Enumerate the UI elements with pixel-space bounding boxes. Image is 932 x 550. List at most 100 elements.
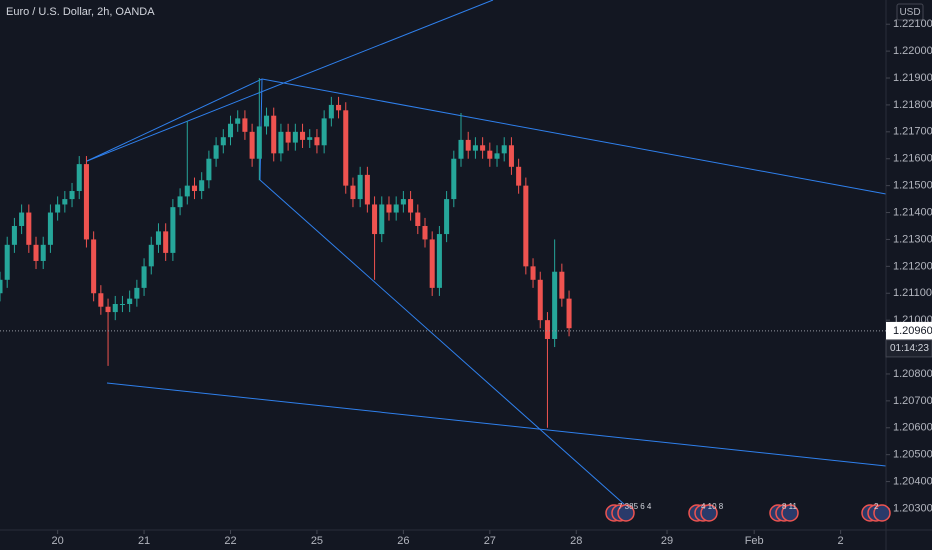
trend-line [259,179,626,506]
candle-body [155,231,161,245]
x-tick-label: 29 [661,535,673,547]
last-price-box [886,321,932,340]
y-tick-label: 1.21200 [893,260,932,272]
candle-body [465,139,471,151]
currency-box [896,3,924,21]
candle-body [436,234,442,288]
y-tick-label: 1.21700 [893,126,932,138]
candle-body [530,266,536,280]
candle-body [191,185,198,192]
currency: USD [899,7,920,18]
x-tick-label: 25 [311,535,323,547]
candle-body [184,185,190,197]
y-tick-label: 1.20800 [893,368,932,380]
trend-line [106,382,887,467]
trend-line [86,0,494,162]
event-icon [617,504,635,522]
candle-body [213,145,219,159]
y-tick-label: 1.21300 [893,233,932,245]
candle-body [249,131,255,159]
drawings [86,0,887,506]
y-tick-label: 1.21100 [893,287,932,299]
x-tick-label: 22 [224,535,236,547]
candle-body [62,199,68,205]
candle-body [458,139,464,159]
candle-body [386,204,392,213]
event-label: 4 10 8 [701,502,724,511]
y-tick-label: 1.21900 [893,72,932,84]
candle-body [537,279,543,321]
candle-body [480,145,486,151]
candle-body [134,287,140,299]
candle-body [314,137,320,146]
candle-body [494,153,500,159]
candle-body [83,164,89,240]
candle-body [552,271,558,339]
candle-body [177,196,183,208]
candle-body [11,225,17,245]
event-label: 2 [874,502,879,511]
candle-body [429,239,435,288]
candle-body [69,191,75,200]
candle-body [379,204,385,235]
candle-body [422,225,428,240]
candle-body [199,180,205,192]
candle-body [472,145,478,151]
candle-body [559,271,565,299]
candle-body [0,279,3,294]
candle-body [336,104,342,111]
y-tick-label: 1.21800 [893,99,932,111]
candle-body [364,174,370,205]
candle-body [400,199,406,205]
candle-body [300,131,306,140]
x-tick-label: 27 [484,535,496,547]
x-tick-label: 20 [52,535,64,547]
candle-body [105,306,111,313]
y-tick-label: 1.21400 [893,206,932,218]
candle-body [206,158,212,181]
candle-body [33,244,39,261]
candle-body [292,131,298,143]
x-tick-label: 28 [570,535,582,547]
candle-body [328,104,334,119]
candle-body [501,145,507,154]
candle-body [372,204,378,235]
candle-body [4,244,10,280]
candle-body [148,244,154,267]
candle-body [235,118,241,124]
candle-body [76,164,82,192]
x-tick-label: 26 [397,535,409,547]
candle-body [220,137,226,146]
candle-body [26,212,32,245]
event-icon [873,504,891,522]
candle-body [357,174,363,200]
candle-body [566,298,572,329]
candle-body [47,212,53,245]
candle-body [263,115,270,127]
x-tick-label: Feb [745,535,764,547]
candle-body [127,298,133,305]
candle-body [98,293,104,307]
candle-body [242,118,248,132]
event-label: 8 11 [782,502,798,511]
candle-body [523,185,529,267]
candle-body [415,212,421,226]
candle-body [451,158,457,200]
candle-body [91,239,97,294]
candle-body [285,131,291,143]
candle-body [55,204,61,213]
candle-body [516,166,522,186]
candle-body [112,304,118,313]
candle-body [256,126,262,159]
candle-body [307,137,313,140]
candle-body [544,320,550,339]
y-tick-label: 1.20300 [893,502,932,514]
candle-body [278,131,284,154]
candle-body [271,115,277,154]
candle-body [227,123,234,138]
event-icon [700,504,718,522]
candle-body [141,266,147,288]
